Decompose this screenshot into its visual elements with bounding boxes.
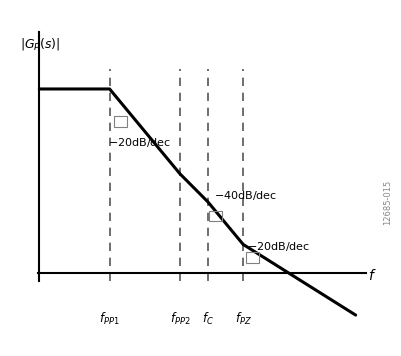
- Bar: [113, 116, 127, 126]
- Text: 12685-015: 12685-015: [382, 179, 391, 225]
- Bar: [245, 252, 259, 263]
- Text: $f_C$: $f_C$: [202, 311, 213, 327]
- Text: $f_{PP1}$: $f_{PP1}$: [99, 311, 119, 327]
- Text: $-20\mathrm{dB/dec}$: $-20\mathrm{dB/dec}$: [247, 240, 310, 253]
- Bar: [209, 210, 222, 221]
- Text: $f_{PP2}$: $f_{PP2}$: [169, 311, 190, 327]
- Text: $-20\mathrm{dB/dec}$: $-20\mathrm{dB/dec}$: [107, 136, 171, 149]
- Text: $f_{PZ}$: $f_{PZ}$: [234, 311, 251, 327]
- Text: $f$: $f$: [367, 268, 376, 283]
- Text: $|G_P(s)|$: $|G_P(s)|$: [20, 36, 60, 52]
- Text: $-40\mathrm{dB/dec}$: $-40\mathrm{dB/dec}$: [214, 189, 277, 202]
